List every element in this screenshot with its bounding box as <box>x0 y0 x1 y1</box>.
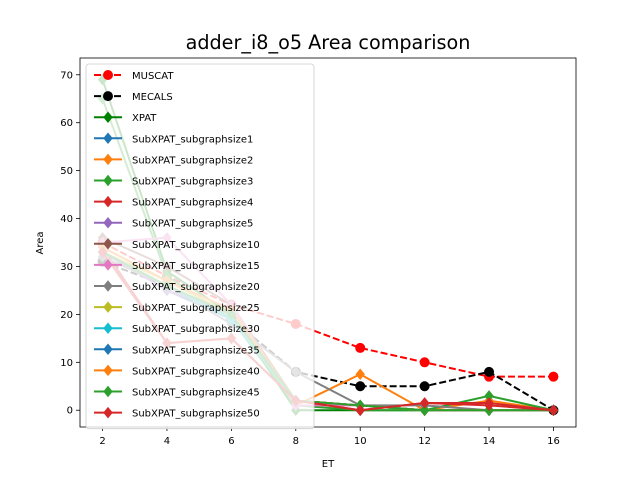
y-tick-label: 60 <box>60 118 73 129</box>
x-tick-label: 6 <box>228 436 234 447</box>
data-point <box>355 368 365 381</box>
legend-label: SubXPAT_subgraphsize35 <box>132 345 260 356</box>
legend-marker <box>103 343 113 356</box>
legend-marker <box>103 91 113 102</box>
legend-marker <box>103 216 113 229</box>
x-tick-label: 14 <box>483 436 496 447</box>
data-point <box>419 381 430 392</box>
legend-label: MUSCAT <box>132 71 174 82</box>
x-tick-label: 2 <box>99 436 105 447</box>
data-point <box>419 404 430 416</box>
x-tick-label: 8 <box>293 436 299 447</box>
x-tick-label: 16 <box>547 436 560 447</box>
legend-marker <box>103 238 113 250</box>
data-point <box>355 381 366 392</box>
x-tick-label: 10 <box>354 436 367 447</box>
legend-marker <box>103 322 113 334</box>
data-point <box>484 366 495 377</box>
legend-label: SubXPAT_subgraphsize5 <box>132 219 253 230</box>
data-point <box>355 404 365 416</box>
legend-label: SubXPAT_subgraphsize4 <box>132 198 253 209</box>
data-point <box>355 342 366 353</box>
y-axis-label: Area <box>35 231 46 254</box>
x-tick-label: 4 <box>164 436 170 447</box>
legend-label: SubXPAT_subgraphsize45 <box>132 388 260 399</box>
y-tick-label: 10 <box>60 358 73 369</box>
legend-marker <box>103 111 113 123</box>
legend-marker <box>103 259 113 271</box>
legend-label: SubXPAT_subgraphsize50 <box>132 409 260 420</box>
legend-label: SubXPAT_subgraphsize2 <box>132 155 253 166</box>
legend-label: SubXPAT_subgraphsize20 <box>132 282 260 293</box>
data-point <box>419 357 430 368</box>
data-point <box>419 397 430 409</box>
chart-title: adder_i8_o5 Area comparison <box>186 31 471 54</box>
legend-marker <box>103 364 113 377</box>
legend-marker <box>103 153 113 166</box>
legend-marker <box>103 174 113 187</box>
legend-label: SubXPAT_subgraphsize1 <box>132 134 253 145</box>
data-point <box>484 399 494 412</box>
legend-label: XPAT <box>132 113 157 124</box>
legend: MUSCAT MECALS XPAT SubXPAT_subgraphsize1 Sub… <box>85 63 315 430</box>
legend-marker <box>103 70 113 80</box>
y-tick-label: 70 <box>60 70 73 81</box>
y-tick-label: 0 <box>67 406 73 417</box>
data-point <box>548 404 559 416</box>
data-point <box>484 390 494 402</box>
legend-marker <box>103 301 113 313</box>
legend-box <box>85 63 315 430</box>
legend-marker <box>103 385 113 398</box>
x-axis-label: ET <box>322 459 335 470</box>
y-tick-label: 40 <box>60 214 73 225</box>
legend-label: SubXPAT_subgraphsize40 <box>132 366 260 377</box>
legend-label: SubXPAT_subgraphsize10 <box>132 240 260 251</box>
legend-label: SubXPAT_subgraphsize15 <box>132 261 260 272</box>
x-tick-label: 12 <box>418 436 431 447</box>
y-tick-label: 20 <box>60 310 73 321</box>
legend-marker <box>103 132 113 145</box>
legend-label: SubXPAT_subgraphsize30 <box>132 324 260 335</box>
legend-marker <box>103 406 113 419</box>
axes-frame <box>79 57 577 428</box>
y-tick-label: 30 <box>60 262 73 273</box>
legend-marker <box>103 195 113 208</box>
legend-label: SubXPAT_subgraphsize3 <box>132 177 253 188</box>
legend-label: SubXPAT_subgraphsize25 <box>132 303 260 314</box>
y-tick-label: 50 <box>60 166 73 177</box>
data-point <box>548 371 559 382</box>
legend-label: MECALS <box>132 92 173 103</box>
legend-marker <box>103 280 113 292</box>
